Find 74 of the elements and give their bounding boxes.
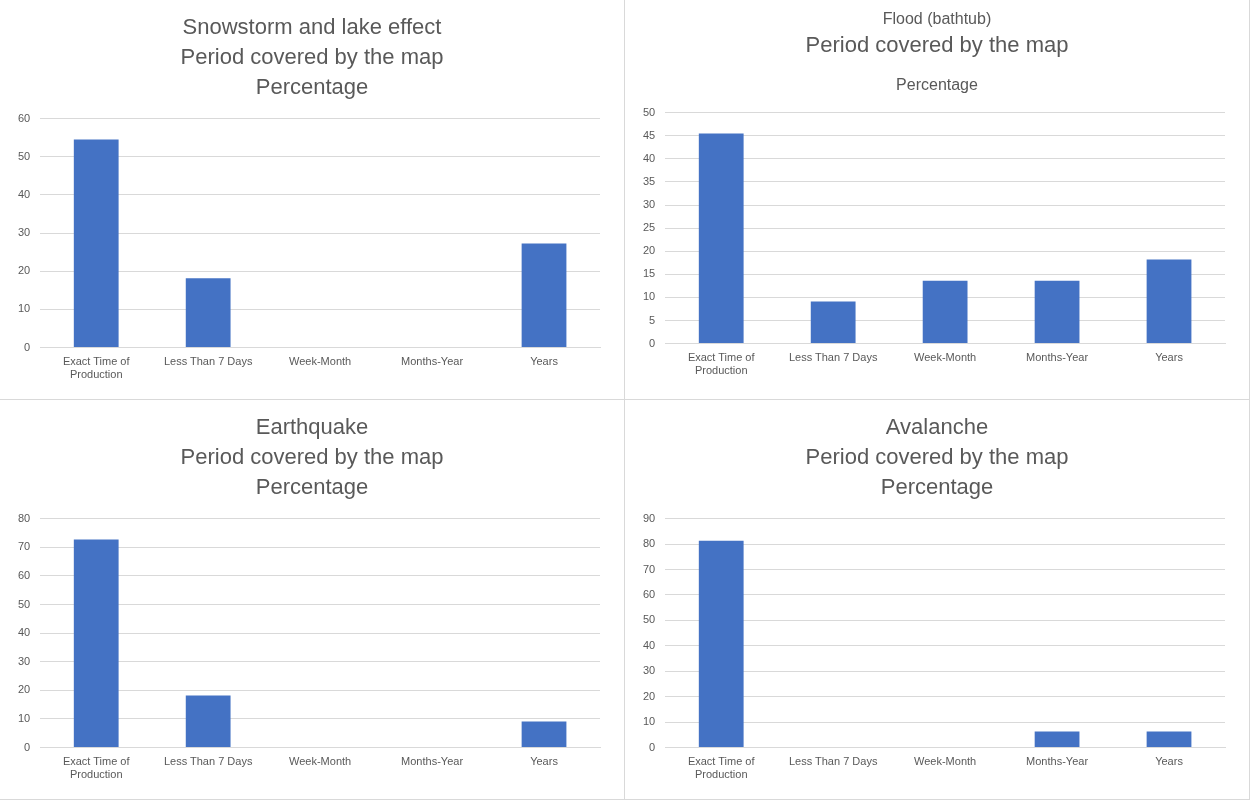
y-tick-label: 40 bbox=[17, 187, 31, 200]
chart-title: Snowstorm and lake effect Period covered by the map Percentage bbox=[179, 13, 445, 101]
x-tick-label: Less Than 7 Days bbox=[163, 355, 253, 368]
y-tick-label: 60 bbox=[17, 111, 31, 124]
y-tick-label: 70 bbox=[17, 540, 31, 553]
y-tick-label: 20 bbox=[17, 264, 31, 277]
y-tick-label: 40 bbox=[642, 638, 656, 651]
bar bbox=[698, 133, 744, 344]
y-tick-label: 30 bbox=[642, 198, 656, 211]
y-tick-label: 60 bbox=[17, 568, 31, 581]
y-tick-label: 50 bbox=[17, 597, 31, 610]
x-tick-label: Months-Year bbox=[1026, 755, 1089, 768]
x-tick-label: Years bbox=[1155, 351, 1184, 364]
x-tick-label: Less Than 7 Days bbox=[788, 351, 878, 364]
y-tick-label: 60 bbox=[642, 587, 656, 600]
bar bbox=[810, 301, 856, 344]
y-tick-label: 20 bbox=[642, 244, 656, 257]
y-tick-label: 0 bbox=[24, 740, 31, 753]
bar bbox=[73, 539, 119, 748]
x-tick-label: Week-Month bbox=[289, 355, 352, 368]
x-tick-label: Exact Time of Production bbox=[687, 755, 756, 781]
y-tick-label: 10 bbox=[17, 302, 31, 315]
chart-title: Earthquake Period covered by the map Percentage bbox=[179, 413, 445, 501]
y-tick-label: 40 bbox=[17, 626, 31, 639]
y-tick-label: 40 bbox=[642, 151, 656, 164]
bar bbox=[521, 243, 567, 348]
y-tick-label: 80 bbox=[17, 511, 31, 524]
x-tick-label: Months-Year bbox=[401, 355, 464, 368]
y-tick-label: 10 bbox=[642, 715, 656, 728]
bar bbox=[73, 139, 119, 348]
chart-title: Flood (bathtub) bbox=[881, 9, 993, 29]
bar bbox=[185, 278, 231, 348]
x-tick-label: Years bbox=[530, 755, 559, 768]
x-tick-label: Years bbox=[1155, 755, 1184, 768]
y-tick-label: 10 bbox=[642, 290, 656, 303]
y-tick-label: 10 bbox=[17, 712, 31, 725]
x-tick-label: Less Than 7 Days bbox=[788, 755, 878, 768]
chart-title: Avalanche Period covered by the map Percentage bbox=[804, 413, 1070, 501]
x-tick-label: Week-Month bbox=[914, 351, 977, 364]
x-tick-label: Less Than 7 Days bbox=[163, 755, 253, 768]
x-tick-label: Exact Time of Production bbox=[62, 355, 131, 381]
x-tick-label: Week-Month bbox=[914, 755, 977, 768]
y-tick-label: 0 bbox=[649, 740, 656, 753]
bar bbox=[521, 721, 567, 748]
y-tick-label: 70 bbox=[642, 562, 656, 575]
x-tick-label: Exact Time of Production bbox=[687, 351, 756, 377]
y-tick-label: 15 bbox=[642, 267, 656, 280]
y-tick-label: 30 bbox=[17, 226, 31, 239]
bar bbox=[1146, 259, 1192, 344]
y-tick-label: 80 bbox=[642, 537, 656, 550]
bar bbox=[185, 695, 231, 748]
y-tick-label: 0 bbox=[649, 336, 656, 349]
y-tick-label: 20 bbox=[642, 689, 656, 702]
y-tick-label: 0 bbox=[24, 340, 31, 353]
x-tick-label: Months-Year bbox=[401, 755, 464, 768]
x-tick-label: Months-Year bbox=[1026, 351, 1089, 364]
y-tick-label: 30 bbox=[642, 664, 656, 677]
y-tick-label: 20 bbox=[17, 683, 31, 696]
x-tick-label: Exact Time of Production bbox=[62, 755, 131, 781]
y-tick-label: 25 bbox=[642, 221, 656, 234]
y-tick-label: 90 bbox=[642, 511, 656, 524]
x-tick-label: Years bbox=[530, 355, 559, 368]
chart-subtitle: Period covered by the map bbox=[804, 31, 1070, 59]
text: Percentage bbox=[895, 75, 979, 95]
bar bbox=[922, 280, 968, 344]
bar bbox=[1034, 280, 1080, 344]
y-tick-label: 50 bbox=[642, 105, 656, 118]
y-tick-label: 45 bbox=[642, 128, 656, 141]
y-tick-label: 50 bbox=[17, 149, 31, 162]
y-tick-label: 50 bbox=[642, 613, 656, 626]
y-tick-label: 35 bbox=[642, 174, 656, 187]
y-tick-label: 5 bbox=[649, 313, 656, 326]
x-tick-label: Week-Month bbox=[289, 755, 352, 768]
y-tick-label: 30 bbox=[17, 654, 31, 667]
